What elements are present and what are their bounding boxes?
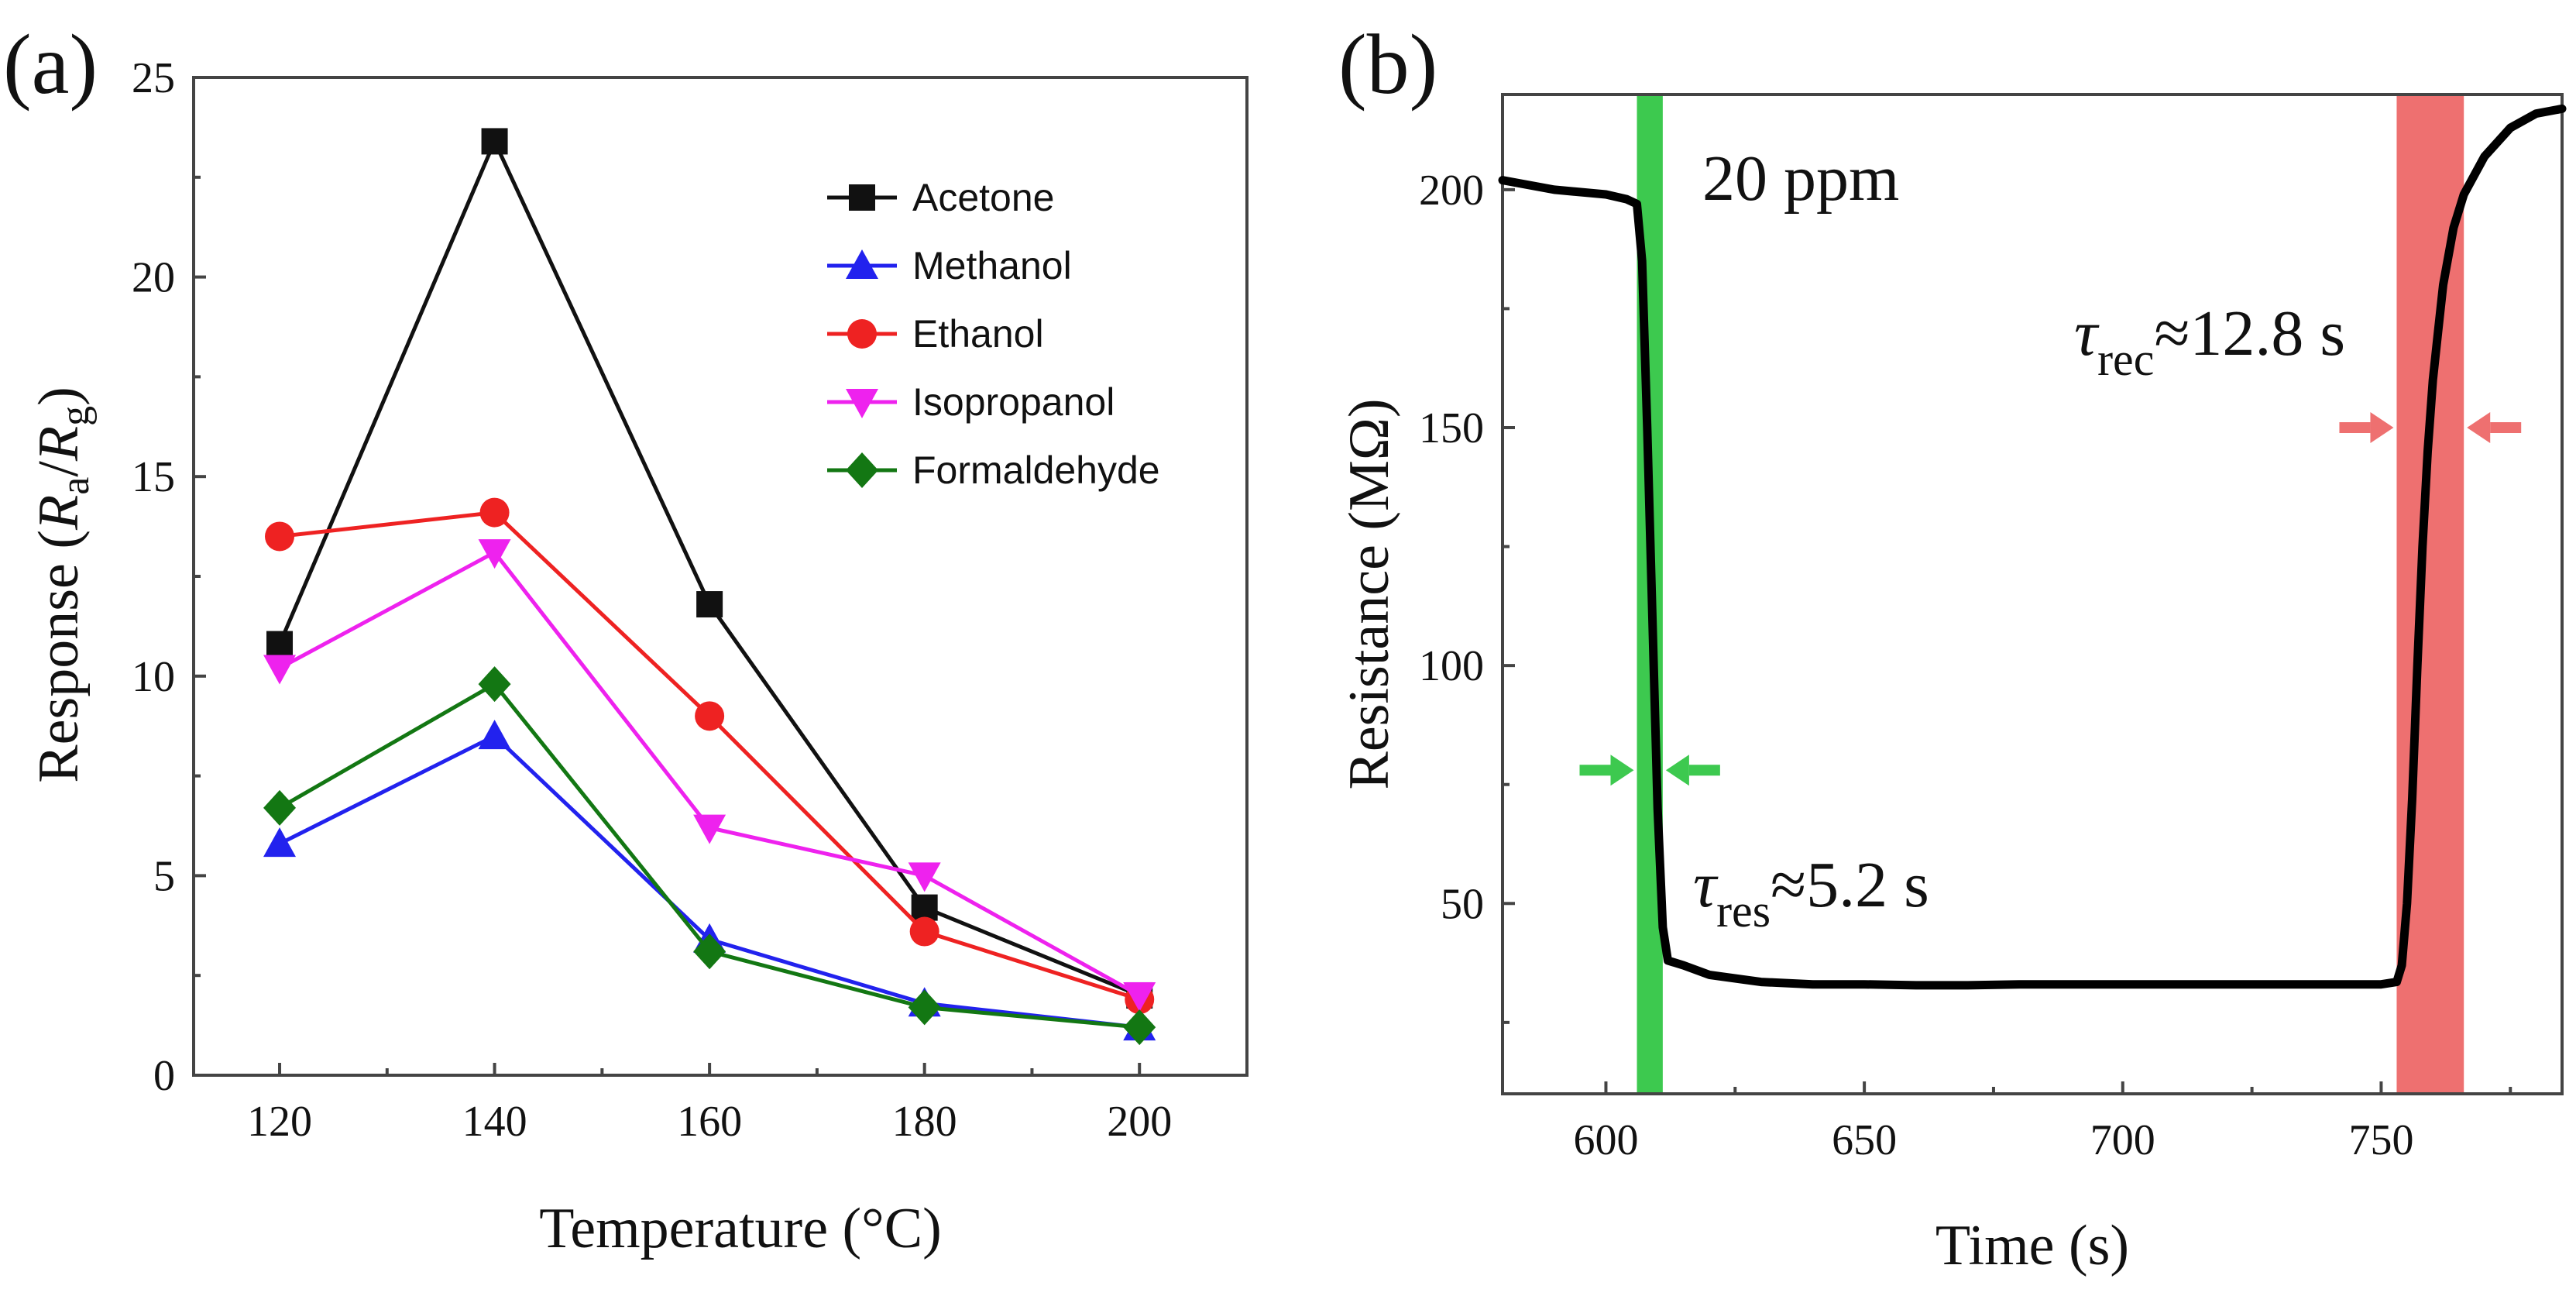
data-point-isopropanol xyxy=(1123,981,1156,1012)
panel-a-x-tick-label: 160 xyxy=(677,1098,742,1146)
panel-b-plot-frame xyxy=(1501,93,2564,1095)
panel-a-legend: Acetone Methanol Ethanol Isopropanol Formald… xyxy=(827,176,1160,492)
panel-a-x-tick-label: 120 xyxy=(247,1098,312,1146)
panel-a-x-tick-label: 180 xyxy=(892,1098,957,1146)
legend-label-ethanol: Ethanol xyxy=(912,312,1044,356)
legend-marker-methanol xyxy=(846,249,878,279)
panel-a-y-tick-label: 10 xyxy=(132,653,175,701)
panel-b-y-tick-label: 150 xyxy=(1419,404,1484,452)
panel-b-ticks: 600 650 700 750 50 100 150 200 xyxy=(1419,167,2512,1164)
response-arrow-left-head xyxy=(1610,755,1634,786)
data-point-isopropanol xyxy=(478,539,511,569)
panel-a-y-tick-label: 25 xyxy=(132,54,175,102)
panel-a-x-tick-label: 200 xyxy=(1107,1098,1172,1146)
data-point-isopropanol xyxy=(693,814,726,844)
response-arrow-right-head xyxy=(1665,755,1689,786)
panel-b-y-axis-title: Resistance (MΩ) xyxy=(1338,398,1401,789)
panel-b-x-tick-label: 750 xyxy=(2348,1116,2413,1164)
series-line-formaldehyde xyxy=(278,681,1140,1030)
tau-rec-label: τrec≈12.8 s xyxy=(2074,297,2345,385)
panel-a-series xyxy=(263,128,1156,1046)
data-point-formaldehyde xyxy=(1123,1009,1156,1046)
panel-b-y-tick-label: 200 xyxy=(1419,167,1484,215)
legend-marker-isopropanol xyxy=(846,389,878,418)
concentration-label: 20 ppm xyxy=(1702,143,1899,215)
data-point-ethanol xyxy=(479,497,510,528)
data-point-formaldehyde xyxy=(693,933,726,970)
panel-b-x-tick-label: 700 xyxy=(2090,1116,2155,1164)
panel-a-y-tick-label: 0 xyxy=(153,1052,175,1100)
data-point-methanol xyxy=(263,827,297,858)
panel-b-x-tick-label: 650 xyxy=(1832,1116,1897,1164)
panel-a-chart: (a) 120 140 160 180 200 0 5 10 15 20 25 Temperatur… xyxy=(3,17,1249,1260)
data-point-methanol xyxy=(478,720,511,750)
legend-marker-ethanol xyxy=(847,319,877,349)
panel-a-y-tick-label: 20 xyxy=(132,254,175,302)
panel-b-x-tick-label: 600 xyxy=(1573,1116,1638,1164)
data-point-isopropanol xyxy=(263,655,297,685)
panel-a-plot-frame xyxy=(192,76,1249,1077)
panel-b-y-tick-label: 100 xyxy=(1419,642,1484,690)
data-point-acetone xyxy=(696,591,723,618)
series-line-methanol xyxy=(278,734,1140,1030)
data-point-acetone xyxy=(481,128,508,155)
data-point-ethanol xyxy=(695,701,725,731)
panel-a-label: (a) xyxy=(3,17,98,112)
panel-a-y-axis-title: Response (Ra/Rg) xyxy=(27,387,98,783)
data-point-formaldehyde xyxy=(478,666,511,703)
legend-marker-formaldehyde xyxy=(846,452,878,488)
panel-a-ticks: 120 140 160 180 200 0 5 10 15 20 25 xyxy=(132,54,1172,1146)
legend-marker-acetone xyxy=(849,184,875,211)
legend-label-acetone: Acetone xyxy=(912,176,1054,219)
data-point-acetone xyxy=(911,894,938,921)
panel-a-x-axis-title: Temperature (°C) xyxy=(539,1197,942,1260)
legend-label-isopropanol: Isopropanol xyxy=(912,380,1115,424)
data-point-formaldehyde xyxy=(263,789,297,826)
resistance-curve xyxy=(1498,104,2567,990)
panel-b-x-axis-title: Time (s) xyxy=(1935,1214,2129,1277)
recovery-arrow-right-head xyxy=(2467,412,2491,443)
data-point-formaldehyde xyxy=(908,989,941,1026)
recovery-arrow-left-head xyxy=(2370,412,2394,443)
panel-b-arrows xyxy=(1579,412,2522,786)
tau-res-label: τres≈5.2 s xyxy=(1693,849,1929,937)
legend-label-formaldehyde: Formaldehyde xyxy=(912,449,1160,492)
panel-a-y-tick-label: 5 xyxy=(153,852,175,900)
data-point-isopropanol xyxy=(908,862,941,892)
data-point-ethanol xyxy=(265,521,295,552)
panel-a-y-tick-label: 15 xyxy=(132,453,175,501)
panel-a-x-tick-label: 140 xyxy=(462,1098,527,1146)
data-point-ethanol xyxy=(909,916,939,947)
panel-b-y-tick-label: 50 xyxy=(1441,880,1484,928)
data-point-acetone xyxy=(266,631,294,658)
panel-b-chart: (b) 600 650 700 750 50 100 150 200 20 ppm τres≈… xyxy=(1338,17,2567,1277)
panel-b-label: (b) xyxy=(1338,17,1437,112)
legend-label-methanol: Methanol xyxy=(912,244,1072,287)
